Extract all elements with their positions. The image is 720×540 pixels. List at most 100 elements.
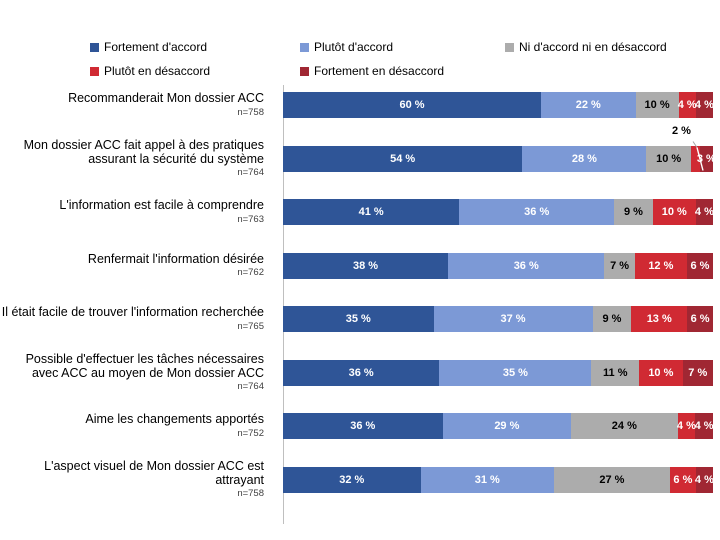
sample-size-label: n=763 xyxy=(237,213,264,225)
bar-segment-label: 28 % xyxy=(571,152,597,165)
bar-row: Aime les changements apportés n=752 36 % 29… xyxy=(0,399,720,453)
bar-segment-label: 4 % xyxy=(694,99,714,111)
legend-swatch-icon xyxy=(300,42,309,52)
sample-size-label: n=758 xyxy=(237,106,264,118)
category-label: L'aspect visuel de Mon dossier ACC est a… xyxy=(44,459,264,487)
bar-segment-label: 35 % xyxy=(502,366,528,379)
legend-label: Plutôt d'accord xyxy=(314,40,394,54)
legend-item: Plutôt en désaccord xyxy=(90,64,210,78)
bar-segment: 7 % xyxy=(604,252,635,279)
bar-segment-label: 32 % xyxy=(339,473,365,486)
bar-segment: 6 % xyxy=(686,252,713,279)
stacked-bar: 38 % 36 % 7 % 12 % 6 % xyxy=(283,252,713,279)
bar-segment-label: 31 % xyxy=(474,473,500,486)
legend-item: Ni d'accord ni en désaccord xyxy=(505,40,667,54)
bar-segment-label: 7 % xyxy=(688,366,708,379)
bar-segment-label: 60 % xyxy=(399,99,425,111)
legend-label: Plutôt en désaccord xyxy=(104,64,211,78)
bar-segment: 3 % xyxy=(696,145,716,172)
bar-segment-label: 27 % xyxy=(599,473,625,486)
bar-segment-label: 4 % xyxy=(694,420,714,432)
category-label: Mon dossier ACC fait appel à des pratiqu… xyxy=(23,138,264,166)
bar-segment: 6 % xyxy=(687,306,713,332)
bar-segment: 10 % xyxy=(646,145,691,172)
bar-row: Recommanderait Mon dossier ACC n=758 60 % 2… xyxy=(0,78,720,132)
bar-segment: 4 % xyxy=(677,413,696,439)
bar-segment-label: 3 % xyxy=(696,152,716,165)
bar-segment-label: 11 % xyxy=(603,366,628,379)
bar-segment-label: 4 % xyxy=(677,99,697,111)
bar-segment xyxy=(690,145,700,172)
category-label-cell: Il était facile de trouver l'information… xyxy=(0,292,264,346)
sample-size-label: n=752 xyxy=(237,427,264,439)
bar-segment: 11 % xyxy=(591,359,640,386)
bar-segment-label: 29 % xyxy=(494,420,520,432)
legend-item: Fortement en désaccord xyxy=(300,64,444,78)
bar-segment-label: 36 % xyxy=(513,259,539,272)
bar-segment-label: 54 % xyxy=(390,152,416,165)
bar-segment: 54 % xyxy=(283,145,523,172)
bar-segment-label: 10 % xyxy=(661,206,687,218)
bar-row: L'aspect visuel de Mon dossier ACC est a… xyxy=(0,453,720,507)
bar-segment: 36 % xyxy=(448,252,605,279)
bar-segment: 4 % xyxy=(694,466,714,493)
bar-segment: 13 % xyxy=(631,306,688,332)
bar-segment-label: 24 % xyxy=(611,420,637,432)
bar-row: Renfermait l'information désirée n=762 38 … xyxy=(0,239,720,293)
legend-swatch-icon xyxy=(90,66,99,76)
stacked-bar: 35 % 37 % 9 % 13 % 6 % xyxy=(283,306,713,332)
legend-label: Ni d'accord ni en désaccord xyxy=(519,40,667,54)
bar-segment: 35 % xyxy=(283,306,434,332)
sample-size-label: n=758 xyxy=(237,488,264,499)
sample-size-label: n=762 xyxy=(237,267,264,279)
category-label-cell: Aime les changements apportés n=752 xyxy=(0,399,264,453)
category-label-cell: Renfermait l'information désirée n=762 xyxy=(0,239,264,293)
bar-segment: 27 % xyxy=(553,466,670,493)
bar-segment: 31 % xyxy=(420,466,554,493)
stacked-bar: 32 % 31 % 27 % 6 % 4 % xyxy=(283,466,714,493)
bar-segment: 35 % xyxy=(439,359,592,386)
category-label: Renfermait l'information désirée xyxy=(87,251,264,266)
stacked-bar: 60 % 22 % 10 % 4 % 4 % xyxy=(283,92,714,118)
bar-segment: 4 % xyxy=(677,92,697,118)
bar-row: Il était facile de trouver l'information… xyxy=(0,292,720,346)
bar-row: Possible d'effectuer les tâches nécessai… xyxy=(0,346,720,400)
sample-size-label: n=764 xyxy=(237,167,264,178)
bar-segment-label: 38 % xyxy=(352,259,379,272)
legend-item: Plutôt d'accord xyxy=(300,40,393,54)
legend-swatch-icon xyxy=(505,42,514,52)
bar-segment: 36 % xyxy=(283,413,443,439)
legend-swatch-icon xyxy=(90,42,99,52)
stacked-bar: 36 % 29 % 24 % 4 % 4 % xyxy=(283,413,714,439)
bar-segment: 22 % xyxy=(541,92,636,118)
bar-segment-label: 37 % xyxy=(500,313,526,325)
bar-segment: 10 % xyxy=(639,359,683,386)
sample-size-label: n=765 xyxy=(237,320,264,332)
category-label: Aime les changements apportés xyxy=(85,412,264,427)
bar-segment: 4 % xyxy=(694,413,714,439)
bar-segment: 36 % xyxy=(283,359,440,386)
bar-segment-label: 35 % xyxy=(345,313,371,325)
bar-segment: 29 % xyxy=(442,413,572,439)
bar-segment-label: 36 % xyxy=(348,366,374,379)
bar-segment-label: 12 % xyxy=(648,259,674,272)
stacked-bar: 54 % 28 % 10 % 3 % xyxy=(283,145,716,172)
bar-segment: 36 % xyxy=(459,199,615,225)
category-label: L'information est facile à comprendre xyxy=(59,198,264,213)
bar-segment: 9 % xyxy=(614,199,653,225)
bar-segment-label: 7 % xyxy=(610,259,630,272)
bar-segment-label: 6 % xyxy=(690,313,710,325)
bar-segment: 7 % xyxy=(682,359,713,386)
legend-item: Fortement d'accord xyxy=(90,40,207,54)
category-label: Possible d'effectuer les tâches nécessai… xyxy=(25,352,264,380)
bar-segment: 38 % xyxy=(283,252,449,279)
bar-row: L'information est facile à comprendre n=7… xyxy=(0,185,720,239)
bar-segment: 12 % xyxy=(634,252,687,279)
category-label-cell: L'aspect visuel de Mon dossier ACC est a… xyxy=(0,453,264,507)
bar-segment-label: 41 % xyxy=(358,206,384,218)
legend-label: Fortement d'accord xyxy=(104,40,208,54)
bar-segment: 10 % xyxy=(652,199,696,225)
bar-segment-label: 4 % xyxy=(694,473,714,486)
bar-segment-label: 13 % xyxy=(646,313,672,325)
